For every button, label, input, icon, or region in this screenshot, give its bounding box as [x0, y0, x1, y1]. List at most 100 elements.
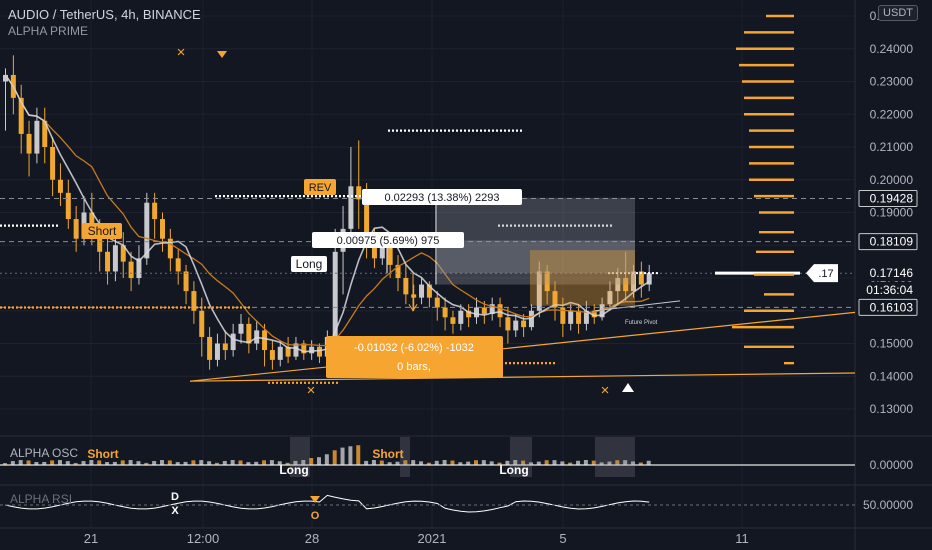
candle-body: [607, 291, 613, 305]
osc-bar: [466, 461, 471, 465]
candle-body: [403, 278, 409, 295]
candle-body: [293, 343, 299, 357]
current-price-marker: .17: [818, 268, 833, 280]
y-axis-tick-label: 0.20000: [870, 173, 914, 187]
osc-bar: [646, 460, 651, 465]
rsi-line: [5, 494, 650, 513]
rsi-tick-label: 50.00000: [863, 498, 913, 512]
candle-body: [214, 343, 220, 360]
osc-bar: [81, 461, 86, 465]
candle-body: [615, 278, 621, 292]
osc-bar: [136, 461, 141, 465]
rsi-o-label: O: [311, 510, 320, 522]
price-label: 01:36:04: [866, 283, 913, 297]
osc-bar: [160, 460, 164, 465]
osc-bar: [26, 460, 31, 465]
currency-button[interactable]: USDT: [878, 5, 918, 21]
candle-body: [638, 271, 644, 285]
candle-body: [623, 278, 629, 292]
candle-body: [26, 133, 32, 154]
candle-body: [262, 330, 268, 351]
rsi-down-marker: [310, 496, 320, 503]
price-label-box: [858, 189, 918, 207]
candle-body: [199, 310, 205, 337]
osc-bar: [246, 462, 251, 465]
x-axis-label: 5: [559, 531, 566, 546]
osc-bar: [105, 462, 110, 465]
candle-body: [591, 310, 597, 318]
measure-label-box: [362, 189, 522, 205]
candle-body: [136, 258, 142, 278]
indicator-name: ALPHA PRIME: [8, 24, 89, 38]
measure-range: [437, 240, 635, 274]
rsi-d-label: D: [171, 491, 179, 503]
candle-body: [65, 192, 71, 220]
candle-body: [309, 346, 315, 354]
osc-bar: [301, 460, 306, 465]
price-label: 0.18109: [870, 235, 914, 249]
candle-body: [105, 251, 111, 272]
osc-bar: [222, 460, 227, 465]
candle-body: [481, 307, 487, 315]
candle-body: [89, 212, 95, 229]
candle-body: [128, 261, 134, 278]
candle-body: [371, 245, 377, 259]
candle-body: [144, 202, 150, 259]
measure-neg-box: [326, 336, 503, 378]
osc-bar: [474, 460, 478, 465]
osc-bar: [183, 461, 188, 465]
y-axis-tick-label: 0.22000: [870, 107, 914, 121]
osc-bar: [238, 460, 243, 465]
long-tag: Long: [296, 257, 323, 271]
osc-bar: [120, 460, 125, 465]
candle-body: [560, 307, 566, 324]
osc-bar: [411, 460, 416, 465]
measure-neg-bars: 0 bars,: [397, 361, 431, 373]
candle-body: [285, 346, 291, 357]
candle-body: [599, 304, 605, 318]
candle-body: [442, 307, 448, 318]
candle-body: [50, 147, 56, 180]
osc-short-label: Short: [87, 447, 118, 461]
short-tag-box: [82, 223, 122, 239]
candle-body: [230, 333, 236, 351]
future-pivot-label: Future Pivot: [625, 320, 658, 326]
osc-bar: [112, 461, 117, 465]
osc-bar: [568, 462, 573, 465]
candle-body: [269, 350, 275, 360]
candle-body: [175, 258, 181, 272]
measure-range: [530, 250, 635, 306]
osc-bar: [505, 460, 510, 465]
osc-bar: [348, 446, 353, 465]
price-label: 0.19428: [870, 191, 914, 205]
measure-neg-label: -0.01032 (-6.02%) -1032: [354, 342, 474, 354]
rsi-pane-label: ALPHA RSI: [10, 492, 73, 506]
osc-highlight: [510, 437, 532, 477]
x-axis-label: 12:00: [187, 531, 220, 546]
candle-body: [552, 291, 558, 308]
osc-bar: [403, 460, 408, 465]
candle-body: [646, 273, 652, 285]
candle-body: [505, 317, 511, 331]
candle-body: [379, 245, 385, 259]
osc-bar: [254, 461, 259, 465]
price-label-box: [858, 298, 918, 316]
measure-range: [437, 197, 635, 285]
x-marker: ×: [177, 44, 186, 61]
osc-bar: [379, 460, 384, 465]
osc-bar: [65, 461, 70, 465]
down-triangle-marker: [217, 51, 227, 58]
osc-pane-label: ALPHA OSC: [10, 446, 79, 460]
osc-bar: [73, 462, 78, 465]
osc-bar: [152, 460, 157, 465]
candle-body: [474, 307, 479, 318]
osc-bar: [552, 460, 557, 465]
candle-body: [458, 310, 464, 324]
osc-bar: [97, 460, 102, 465]
candle-body: [207, 336, 213, 360]
osc-bar: [207, 461, 212, 465]
price-label: 0.17146: [870, 266, 914, 280]
osc-bar: [426, 462, 431, 465]
candle-body: [411, 294, 417, 298]
